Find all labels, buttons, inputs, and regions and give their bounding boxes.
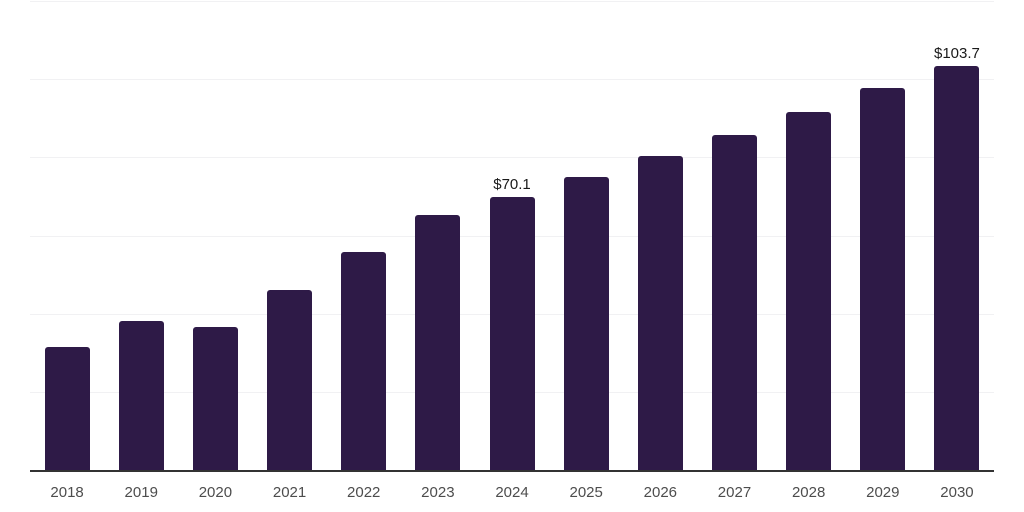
bar-slot-2018	[30, 2, 104, 471]
bar-slot-2030: $103.7	[920, 2, 994, 471]
x-tick-label-2029: 2029	[866, 484, 900, 501]
gridline-80	[30, 157, 994, 159]
x-tick-label-2022: 2022	[347, 484, 381, 501]
bar-slot-2027	[697, 2, 771, 471]
bar-slot-2023	[401, 2, 475, 471]
x-tick-label-2018: 2018	[50, 484, 84, 501]
bar-2027	[711, 134, 757, 471]
x-tick-label-2025: 2025	[569, 484, 603, 501]
bar-2024	[489, 197, 535, 471]
x-tick-label-2021: 2021	[272, 484, 307, 501]
x-axis-labels: 2018 2019 2020 2021 2022 2023 2024 2025 2026 2027…	[30, 484, 994, 502]
bar-slot-2029	[846, 2, 920, 471]
bar-2019	[118, 320, 164, 471]
bar-2023	[415, 214, 461, 471]
bar-slot-2022	[327, 2, 401, 471]
x-axis-line	[30, 470, 994, 472]
bar-2020	[192, 326, 238, 471]
bar-slot-2026	[623, 2, 697, 471]
x-tick-label-2030: 2030	[940, 484, 974, 501]
x-tick-label-2026: 2026	[643, 484, 678, 501]
bar-slot-2019	[104, 2, 178, 471]
x-tick-label-2019: 2019	[124, 484, 158, 501]
bar-value-label-2024: $70.1	[493, 176, 531, 194]
bar-slot-2028	[772, 2, 846, 471]
x-tick-label-2023: 2023	[421, 484, 455, 501]
bar-slot-2020	[178, 2, 252, 471]
bar-2028	[786, 111, 832, 471]
bar-2026	[637, 156, 683, 471]
bar-2022	[341, 251, 387, 471]
bar-2029	[860, 87, 906, 471]
bar-2025	[563, 177, 609, 471]
x-tick-label-2028: 2028	[791, 484, 826, 501]
gridline-120	[30, 1, 994, 2]
bar-2018	[44, 346, 90, 471]
gridline-100	[30, 79, 994, 81]
bar-slot-2024: $70.1	[475, 2, 549, 471]
plot-area: $70.1 $103.7	[30, 1, 994, 471]
x-tick-label-2024: 2024	[495, 484, 529, 501]
bar-slot-2021	[252, 2, 326, 471]
bars: $70.1 $103.7	[30, 2, 994, 471]
x-tick-label-2027: 2027	[717, 484, 752, 501]
bar-2030	[934, 65, 980, 471]
x-tick-label-2020: 2020	[198, 484, 233, 501]
bar-value-label-2030: $103.7	[934, 44, 980, 62]
bar-2021	[267, 289, 313, 471]
bar-slot-2025	[549, 2, 623, 471]
